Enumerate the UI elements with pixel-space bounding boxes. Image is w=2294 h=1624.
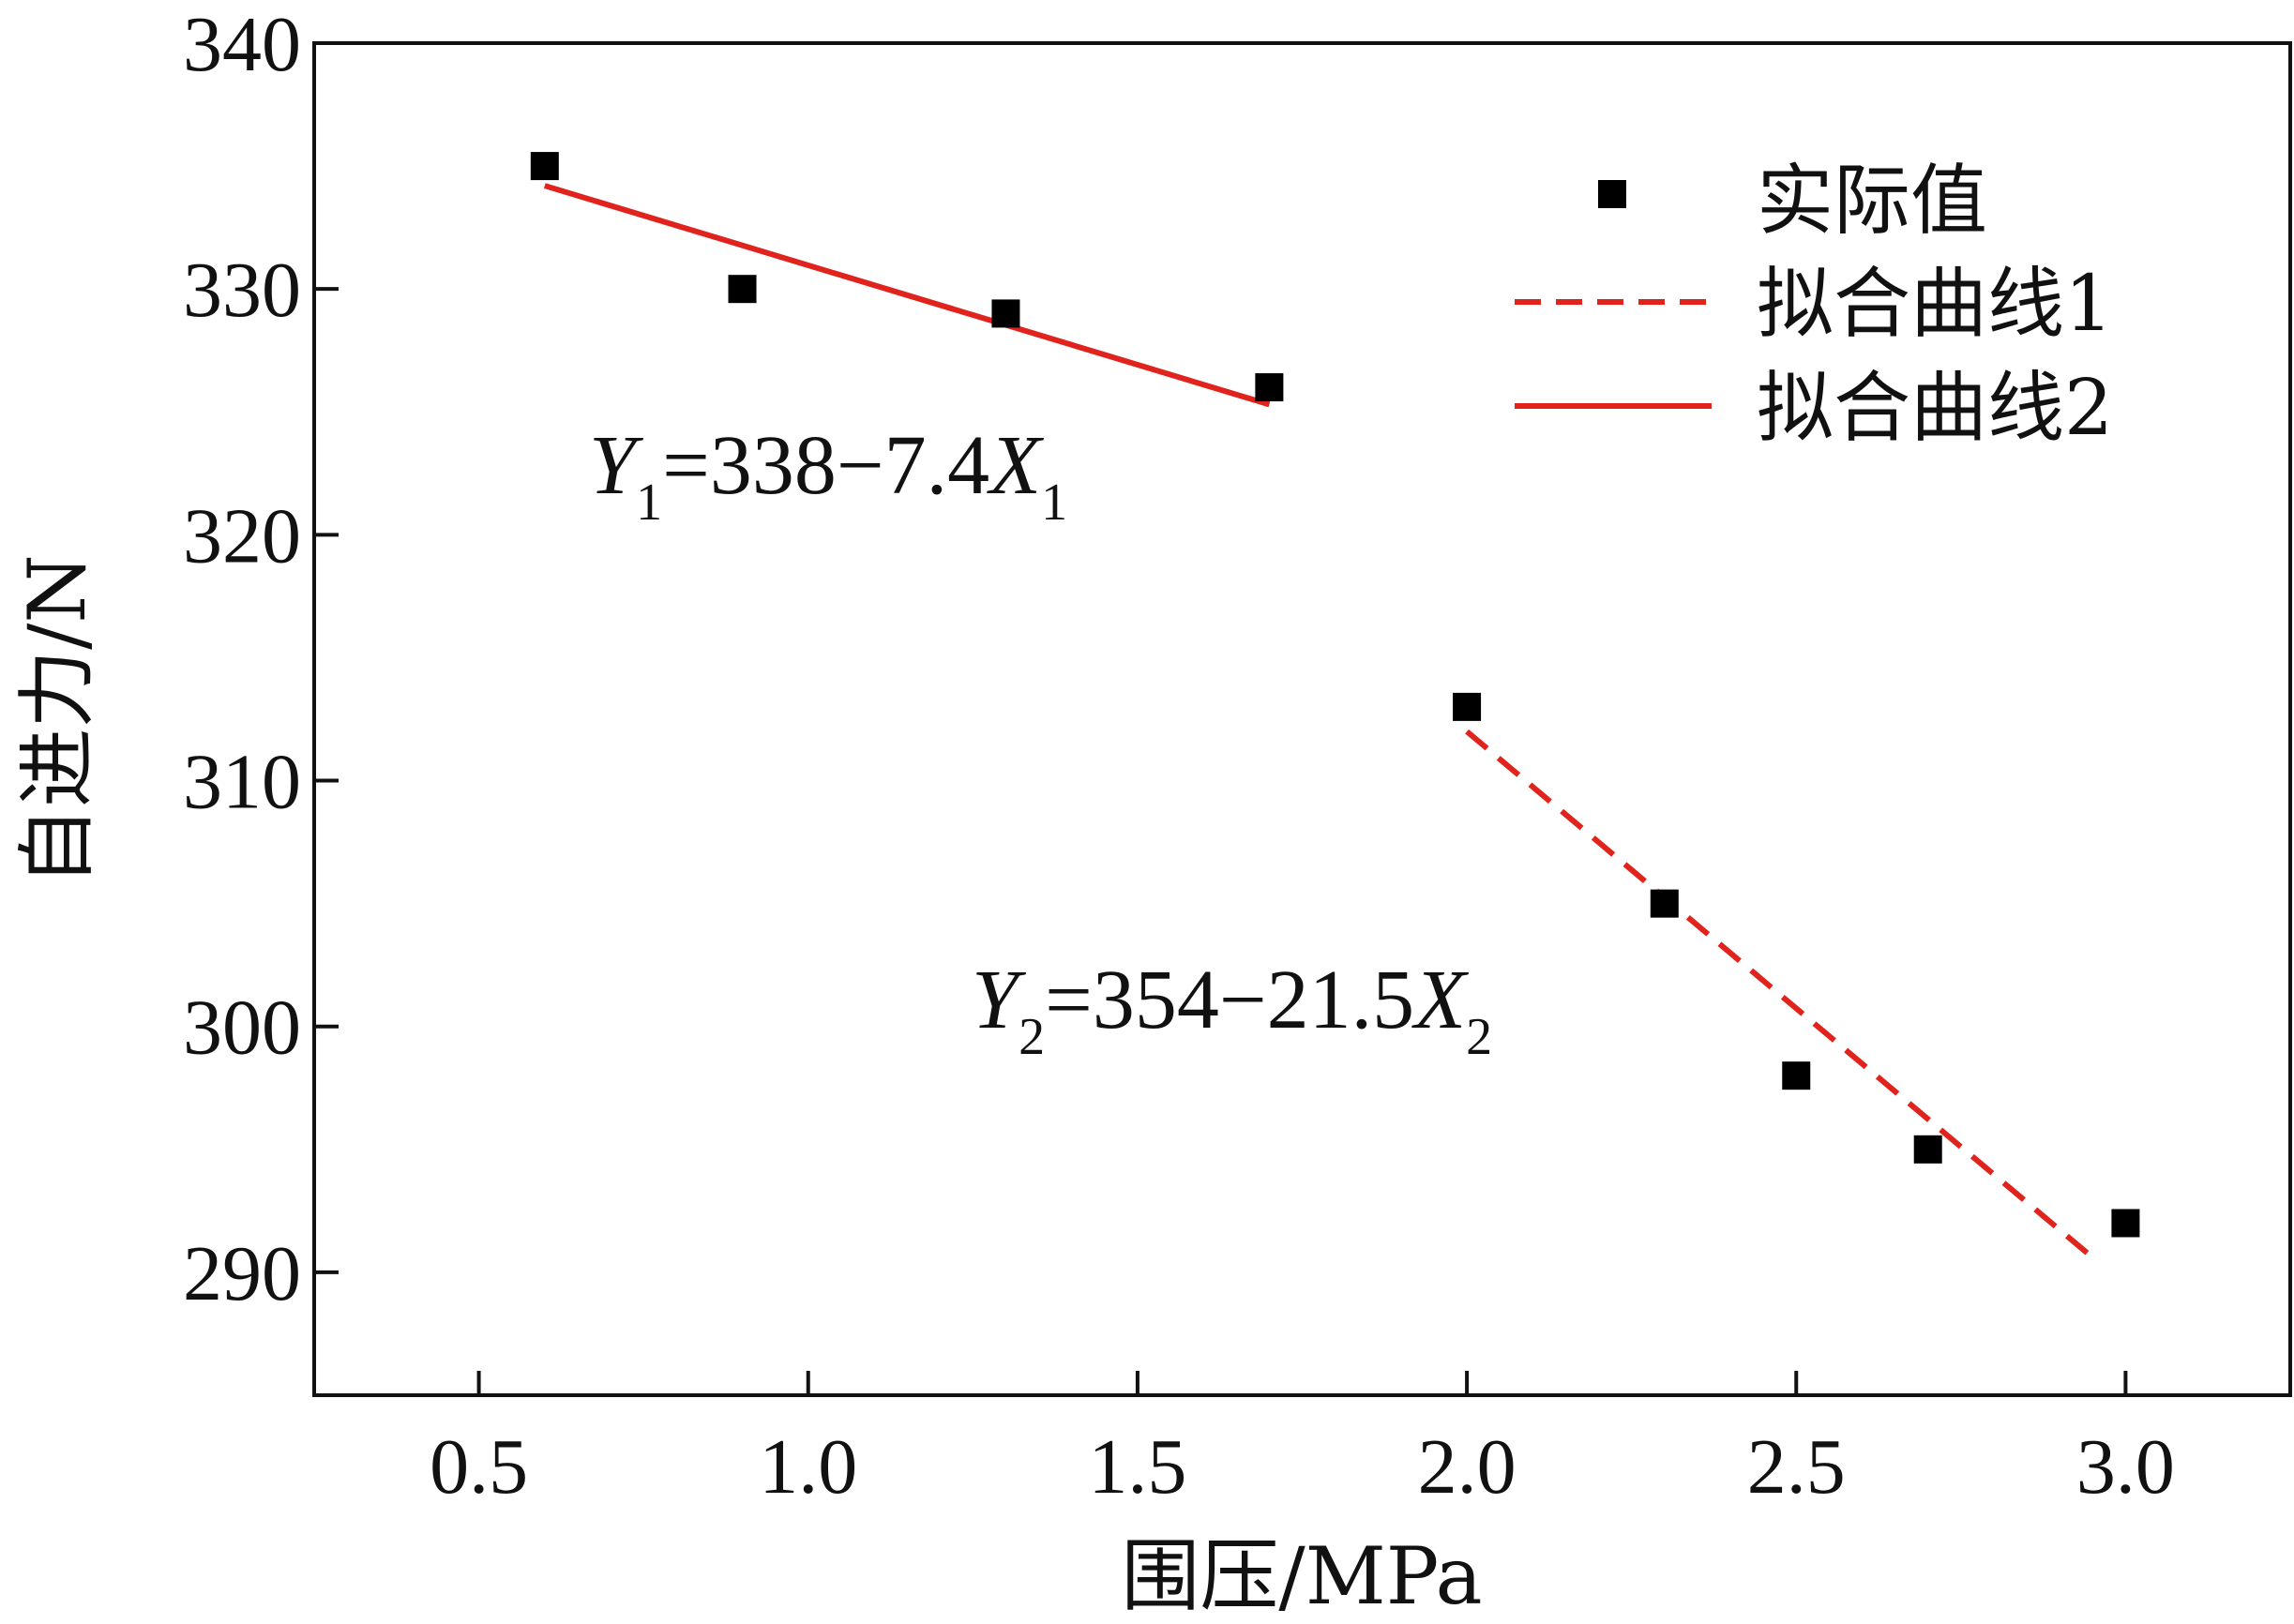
data-point (2111, 1209, 2140, 1238)
y-axis-title: 自进力/N (11, 554, 103, 886)
legend: 实际值 拟合曲线1 拟合曲线2 (1515, 157, 2113, 453)
legend-label-actual: 实际值 (1757, 157, 1987, 246)
fit-line-2-solid (543, 183, 1271, 408)
plot-area-frame (312, 41, 2292, 1397)
eq2-body: =354−21.5 (1045, 954, 1414, 1046)
y-tick-label: 340 (183, 1, 301, 88)
data-point (1453, 692, 1482, 721)
eq1-body: =338−7.4 (662, 419, 989, 512)
legend-label-fit1: 拟合曲线1 (1757, 260, 2113, 349)
data-point (530, 152, 559, 181)
eq1-y: Y (589, 419, 644, 512)
eq1-y-sub: 1 (636, 474, 662, 532)
y-tick-label: 290 (183, 1230, 301, 1317)
eq2-x: X (1411, 954, 1469, 1046)
eq2-y: Y (972, 954, 1027, 1046)
data-points (530, 152, 2140, 1238)
x-axis-ticks: 0.5 1.0 1.5 2.0 2.5 3.0 (430, 1371, 2175, 1511)
x-tick-label: 2.5 (1747, 1423, 1846, 1511)
y-tick-label: 320 (183, 492, 301, 579)
data-point (1650, 889, 1679, 918)
data-point (1913, 1135, 1942, 1164)
x-tick-label: 2.0 (1418, 1423, 1517, 1511)
x-tick-label: 3.0 (2076, 1423, 2175, 1511)
eq2-y-sub: 2 (1019, 1008, 1045, 1066)
y-tick-label: 310 (183, 739, 301, 826)
legend-marker-actual (1598, 180, 1626, 208)
data-point (1782, 1061, 1811, 1090)
fit-lines (543, 183, 2095, 1260)
data-point (991, 299, 1020, 328)
x-axis-title: 围压/MPa (1121, 1530, 1482, 1622)
eq2-x-sub: 2 (1466, 1008, 1492, 1066)
y-tick-label: 330 (183, 247, 301, 334)
y-axis-ticks: 290 300 310 320 330 340 (183, 1, 339, 1317)
x-tick-label: 1.5 (1088, 1423, 1186, 1511)
x-tick-label: 0.5 (430, 1423, 528, 1511)
legend-label-fit2: 拟合曲线2 (1757, 364, 2113, 453)
eq1-x: X (987, 419, 1044, 512)
y-tick-label: 300 (183, 985, 301, 1072)
equation-fit2: Y1=338−7.4X1 (589, 419, 1067, 532)
data-point (728, 275, 757, 304)
equation-fit1: Y2=354−21.5X2 (972, 954, 1492, 1066)
data-point (1255, 373, 1284, 402)
eq1-x-sub: 1 (1041, 474, 1067, 532)
x-tick-label: 1.0 (759, 1423, 857, 1511)
fit-line-1-dashed (1465, 729, 2095, 1260)
